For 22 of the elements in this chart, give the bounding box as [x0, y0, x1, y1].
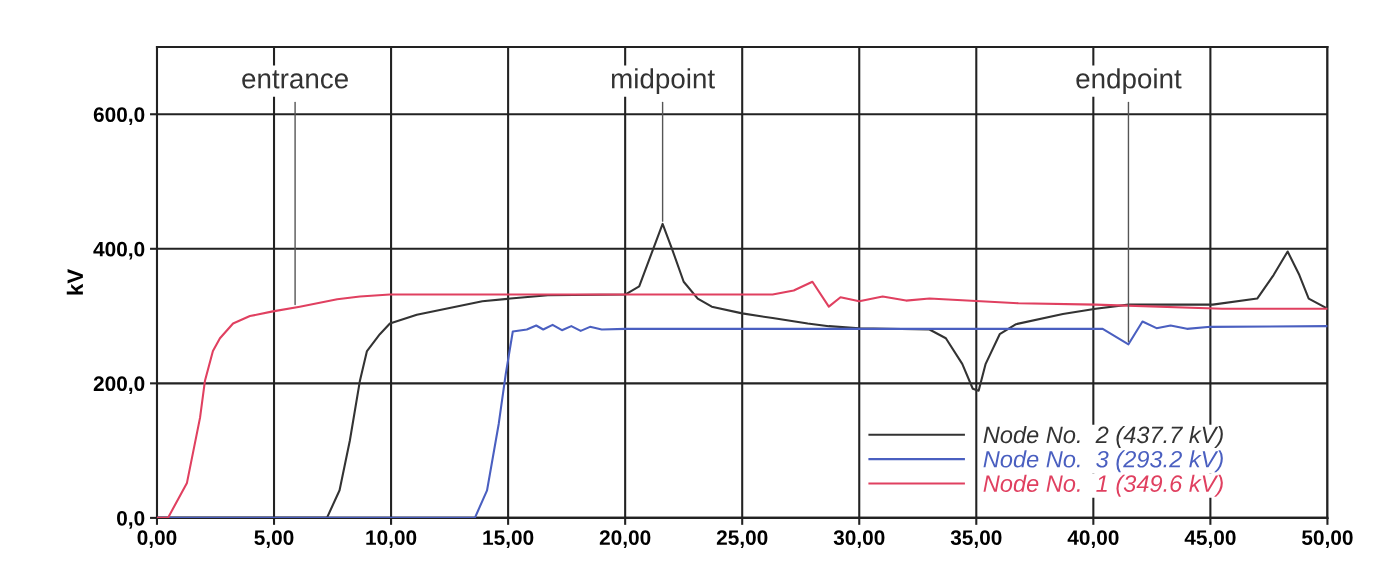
x-tick-label: 20,00 — [599, 530, 651, 549]
x-tick-label: 45,00 — [1184, 530, 1236, 549]
y-tick-label: 400,0 — [93, 241, 145, 260]
annotation: midpoint — [611, 68, 715, 95]
legend-label: Node No. 3 (293.2 kV) — [983, 450, 1223, 473]
x-tick-label: 50,00 — [1302, 530, 1353, 549]
x-tick-label: 5,00 — [254, 530, 294, 549]
y-tick-label: 600,0 — [93, 107, 145, 126]
x-tick-label: 35,00 — [950, 530, 1002, 549]
annotation: endpoint — [1076, 68, 1182, 95]
x-tick-label: 25,00 — [716, 530, 768, 549]
y-tick-label: 200,0 — [93, 376, 145, 395]
x-tick-label: 40,00 — [1067, 530, 1119, 549]
y-tick-label: 0,0 — [117, 510, 145, 529]
annotation: entrance — [242, 70, 348, 89]
x-tick-label: 30,00 — [833, 530, 885, 549]
y-axis-title: kV — [66, 269, 83, 295]
x-tick-label: 15,00 — [483, 530, 534, 549]
legend-label: Node No. 2 (437.7 kV) — [983, 425, 1223, 448]
x-tick-label: 10,00 — [366, 530, 417, 549]
x-tick-label: 0,00 — [137, 530, 177, 549]
legend-label: Node No. 1 (349.6 kV) — [983, 474, 1223, 497]
